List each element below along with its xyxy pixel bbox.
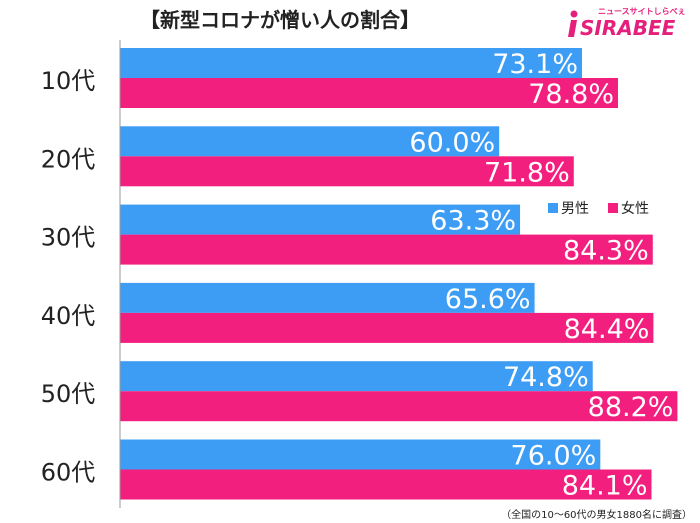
legend-label: 男性	[561, 201, 589, 217]
legend-swatch	[548, 203, 558, 213]
category-label: 10代	[41, 67, 96, 95]
data-label: 63.3%	[430, 206, 516, 237]
female-bar	[120, 312, 654, 343]
data-label: 88.2%	[588, 392, 674, 423]
sirabee-logo: ニュースサイトしらべぇ SIRABEE	[566, 6, 690, 42]
chart-title: 【新型コロナが憎い人の割合】	[140, 8, 420, 32]
logo-i-icon	[568, 10, 578, 37]
female-bar	[120, 469, 652, 500]
category-label: 50代	[41, 380, 96, 408]
category-label: 30代	[41, 224, 96, 252]
female-bar	[120, 234, 653, 265]
female-bar	[120, 391, 678, 422]
data-label: 65.6%	[445, 284, 531, 315]
data-label: 78.8%	[528, 79, 614, 110]
category-label: 40代	[41, 302, 96, 330]
male-bar	[120, 48, 582, 78]
legend-swatch	[608, 203, 618, 213]
male-bar	[120, 361, 593, 392]
data-label: 71.8%	[484, 157, 570, 188]
category-label: 60代	[41, 459, 96, 487]
data-label: 76.0%	[511, 441, 597, 472]
male-bar	[120, 439, 601, 470]
legend-label: 女性	[621, 200, 649, 217]
logo-brand: SIRABEE	[580, 16, 676, 40]
female-bar	[120, 156, 574, 187]
male-bar	[120, 282, 535, 313]
data-label: 84.1%	[562, 471, 648, 502]
survey-note: （全国の10〜60代の男女1880名に調査）	[501, 510, 692, 521]
female-bar	[120, 78, 619, 108]
male-bar	[120, 204, 521, 235]
data-label: 73.1%	[492, 49, 578, 80]
category-label: 20代	[41, 145, 96, 173]
data-label: 60.0%	[409, 127, 495, 158]
male-bar	[120, 126, 500, 157]
logo-subtitle: ニュースサイトしらべぇ	[598, 7, 686, 16]
data-label: 84.3%	[563, 236, 649, 267]
data-label: 74.8%	[503, 362, 589, 393]
data-label: 84.4%	[564, 314, 650, 345]
